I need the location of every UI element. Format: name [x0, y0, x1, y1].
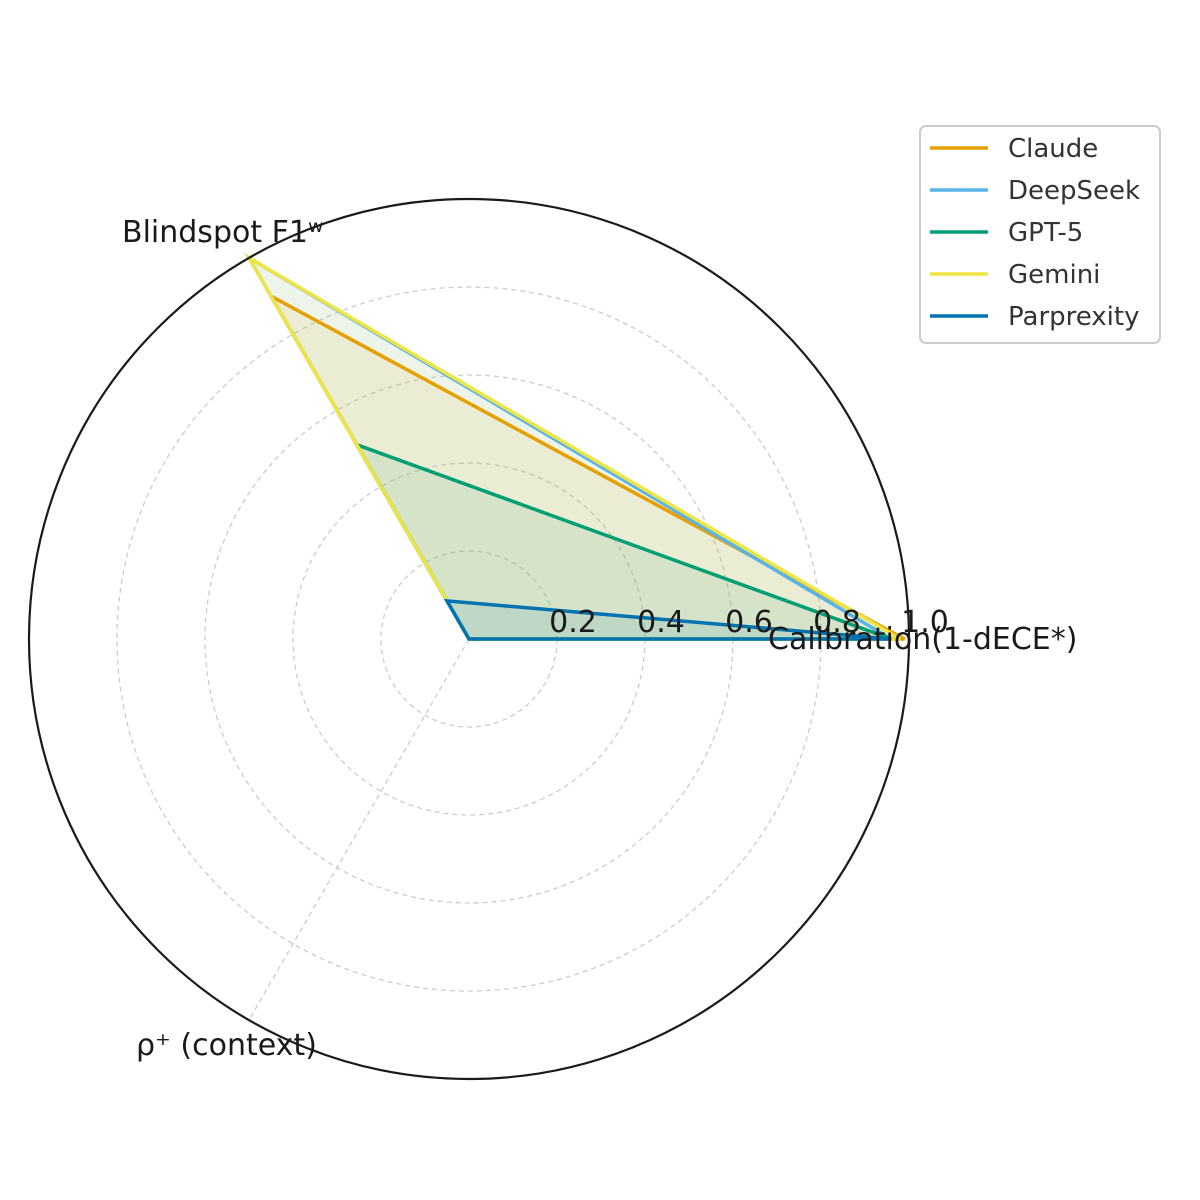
polar-frame: [27, 197, 911, 1081]
r-tick-label: 1.0: [901, 605, 949, 640]
r-tick-label: 0.4: [637, 605, 685, 640]
series-line-parprexity: [443, 598, 892, 641]
legend-label: Gemini: [1008, 260, 1100, 290]
legend-label: Parprexity: [1008, 302, 1140, 332]
r-tick-label: 0.8: [813, 605, 861, 640]
axis-label: Blindspot F1ʷ: [122, 215, 323, 250]
legend: Claude DeepSeek GPT-5 Gemini Parprexity: [919, 125, 1161, 344]
legend-label: DeepSeek: [1008, 176, 1140, 206]
r-tick-label: 0.6: [725, 605, 773, 640]
r-tick-label: 0.2: [549, 605, 597, 640]
grid-spoke: [248, 638, 470, 1021]
axis-label: Calibration(1-dECE*): [768, 622, 1077, 657]
legend-label: GPT-5: [1008, 218, 1083, 248]
axis-label: ρ⁺ (context): [136, 1028, 317, 1063]
legend-label: Claude: [1008, 134, 1098, 164]
outer-layer: [27, 197, 911, 1081]
series-layer: [244, 252, 906, 641]
legend-box: [919, 125, 1161, 344]
